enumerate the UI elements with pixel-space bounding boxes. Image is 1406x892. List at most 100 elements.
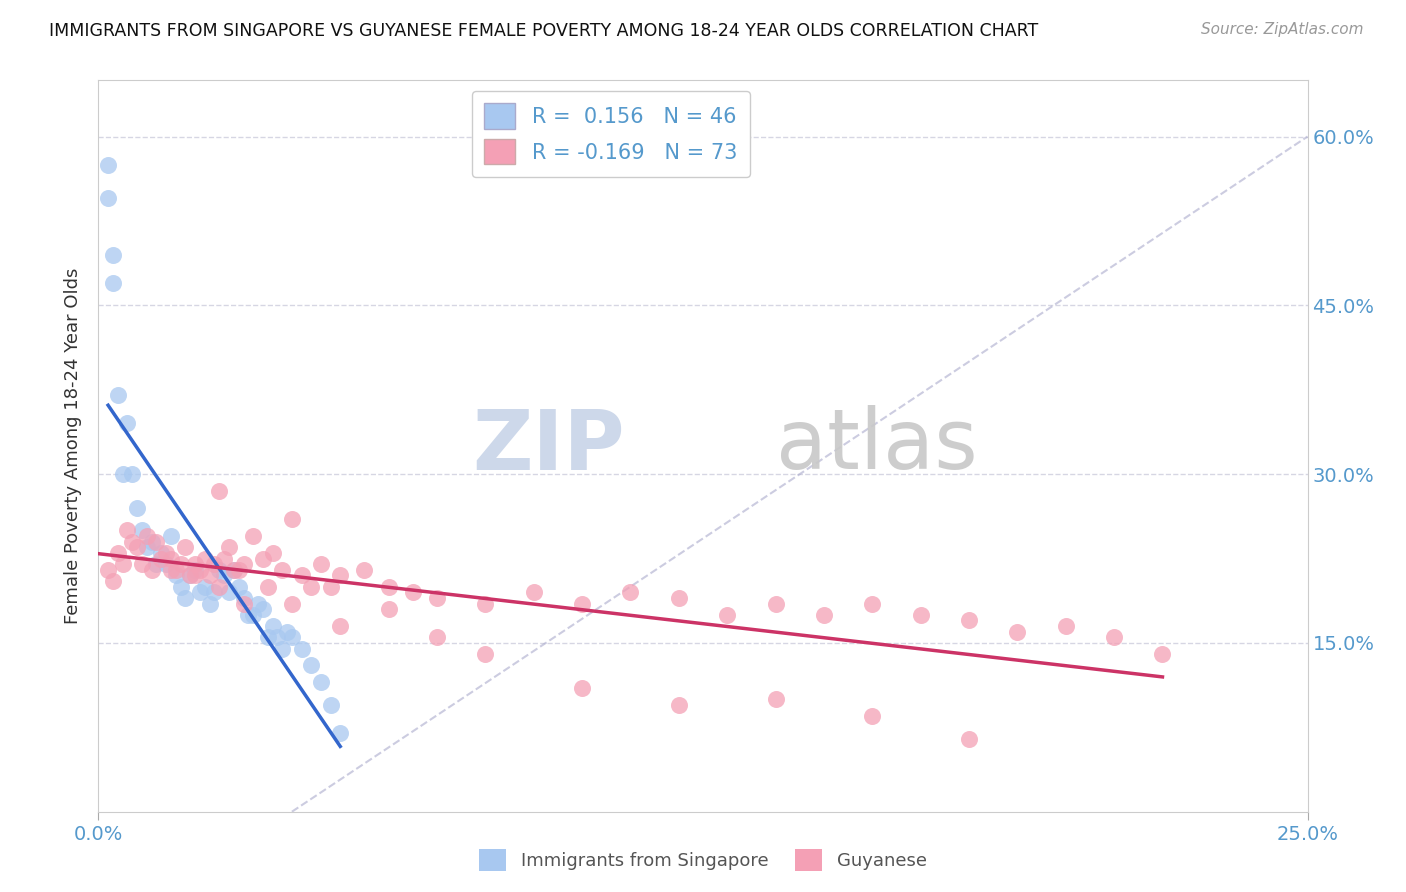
Point — [668, 698, 690, 712]
Point — [208, 563, 231, 577]
Point — [145, 534, 167, 549]
Point — [218, 585, 240, 599]
Legend: Immigrants from Singapore, Guyanese: Immigrants from Singapore, Guyanese — [472, 842, 934, 879]
Point — [329, 619, 352, 633]
Point — [474, 647, 496, 661]
Point — [228, 563, 250, 577]
Point — [377, 580, 399, 594]
Text: Source: ZipAtlas.com: Source: ZipAtlas.com — [1201, 22, 1364, 37]
Point — [426, 630, 449, 644]
Point — [232, 557, 254, 571]
Point — [1152, 647, 1174, 661]
Point — [150, 551, 173, 566]
Point — [194, 551, 217, 566]
Point — [97, 563, 120, 577]
Point — [256, 580, 278, 594]
Point — [107, 388, 129, 402]
Point — [402, 585, 425, 599]
Point — [97, 191, 120, 205]
Point — [242, 529, 264, 543]
Point — [218, 541, 240, 555]
Point — [208, 483, 231, 498]
Point — [619, 585, 641, 599]
Point — [204, 585, 226, 599]
Point — [101, 276, 124, 290]
Point — [155, 546, 177, 560]
Point — [523, 585, 546, 599]
Point — [1007, 624, 1029, 639]
Point — [188, 585, 211, 599]
Point — [377, 602, 399, 616]
Point — [117, 417, 139, 431]
Point — [309, 675, 332, 690]
Point — [222, 563, 245, 577]
Point — [319, 580, 342, 594]
Point — [290, 641, 312, 656]
Point — [135, 541, 157, 555]
Point — [271, 563, 294, 577]
Point — [256, 630, 278, 644]
Point — [121, 534, 143, 549]
Point — [131, 557, 153, 571]
Text: IMMIGRANTS FROM SINGAPORE VS GUYANESE FEMALE POVERTY AMONG 18-24 YEAR OLDS CORRE: IMMIGRANTS FROM SINGAPORE VS GUYANESE FE… — [49, 22, 1039, 40]
Point — [101, 574, 124, 588]
Point — [135, 529, 157, 543]
Point — [299, 658, 322, 673]
Point — [281, 630, 304, 644]
Point — [141, 534, 163, 549]
Y-axis label: Female Poverty Among 18-24 Year Olds: Female Poverty Among 18-24 Year Olds — [65, 268, 83, 624]
Point — [204, 557, 226, 571]
Point — [165, 563, 187, 577]
Point — [290, 568, 312, 582]
Point — [145, 557, 167, 571]
Point — [198, 568, 221, 582]
Point — [184, 557, 207, 571]
Point — [160, 563, 183, 577]
Point — [276, 624, 298, 639]
Point — [1054, 619, 1077, 633]
Point — [765, 692, 787, 706]
Point — [232, 591, 254, 605]
Point — [194, 580, 217, 594]
Point — [101, 248, 124, 262]
Point — [97, 158, 120, 172]
Point — [238, 607, 260, 622]
Point — [184, 568, 207, 582]
Point — [426, 591, 449, 605]
Point — [212, 551, 235, 566]
Point — [247, 597, 270, 611]
Point — [117, 524, 139, 538]
Point — [127, 500, 149, 515]
Point — [309, 557, 332, 571]
Point — [910, 607, 932, 622]
Point — [169, 580, 191, 594]
Point — [266, 630, 288, 644]
Point — [957, 614, 980, 628]
Point — [228, 580, 250, 594]
Point — [271, 641, 294, 656]
Point — [169, 557, 191, 571]
Point — [212, 568, 235, 582]
Point — [160, 529, 183, 543]
Point — [131, 524, 153, 538]
Point — [155, 557, 177, 571]
Point — [188, 563, 211, 577]
Point — [957, 731, 980, 746]
Point — [716, 607, 738, 622]
Point — [198, 597, 221, 611]
Legend: R =  0.156   N = 46, R = -0.169   N = 73: R = 0.156 N = 46, R = -0.169 N = 73 — [471, 91, 749, 177]
Point — [165, 568, 187, 582]
Point — [329, 568, 352, 582]
Text: atlas: atlas — [776, 406, 977, 486]
Point — [262, 546, 284, 560]
Point — [860, 709, 883, 723]
Point — [141, 563, 163, 577]
Point — [208, 580, 231, 594]
Point — [262, 619, 284, 633]
Point — [1102, 630, 1125, 644]
Point — [242, 607, 264, 622]
Point — [222, 563, 245, 577]
Point — [299, 580, 322, 594]
Point — [232, 597, 254, 611]
Point — [281, 512, 304, 526]
